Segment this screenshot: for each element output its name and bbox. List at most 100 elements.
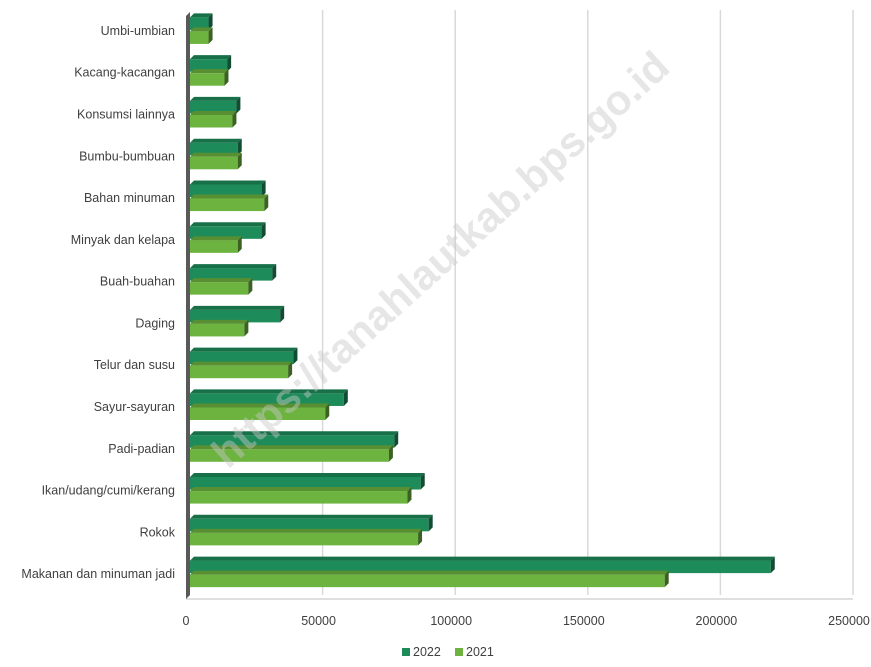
category-label: Buah-buahan bbox=[100, 275, 175, 289]
bar-top-2021-6 bbox=[190, 319, 249, 324]
bar-side-2021-5 bbox=[288, 361, 293, 379]
bar-side-2021-11 bbox=[232, 110, 237, 128]
bar-top-2021-10 bbox=[190, 152, 242, 157]
category-label: Bumbu-bumbuan bbox=[79, 149, 175, 163]
category-labels: Makanan dan minuman jadi Rokok Ikan/udang/… bbox=[21, 24, 175, 581]
bar-side-2022-4 bbox=[343, 389, 348, 406]
bar-2022-6 bbox=[190, 309, 281, 323]
bar-2021-2 bbox=[190, 491, 408, 504]
bar-2021-11 bbox=[190, 114, 233, 128]
bar-side-2021-12 bbox=[224, 69, 229, 86]
bar-2022-5 bbox=[190, 351, 294, 365]
bar-side-2022-0 bbox=[770, 556, 775, 574]
bar-top-2021-13 bbox=[190, 27, 213, 32]
bars bbox=[190, 13, 775, 588]
category-label: Umbi-umbian bbox=[101, 24, 175, 38]
x-tick-label: 0 bbox=[183, 614, 190, 628]
watermark-text: https://tanahlautkab.bps.go.id bbox=[203, 42, 678, 477]
category-label: Telur dan susu bbox=[94, 358, 175, 372]
legend: 2022 2021 bbox=[402, 645, 494, 659]
category-label: Daging bbox=[135, 316, 175, 330]
bar-top-2022-9 bbox=[190, 180, 266, 185]
bar-2022-11 bbox=[190, 100, 237, 114]
x-tick-label: 200000 bbox=[696, 614, 738, 628]
bar-top-2021-2 bbox=[190, 487, 412, 492]
bar-top-2021-9 bbox=[190, 194, 269, 199]
bar-side-2021-10 bbox=[237, 152, 242, 170]
category-label: Ikan/udang/cumi/kerang bbox=[42, 484, 175, 498]
bar-top-2022-10 bbox=[190, 138, 242, 143]
bar-2021-4 bbox=[190, 407, 326, 420]
category-label: Kacang-kacangan bbox=[74, 66, 175, 80]
category-label: Bahan minuman bbox=[84, 191, 175, 205]
bar-2021-1 bbox=[190, 532, 419, 546]
bar-2022-3 bbox=[190, 435, 395, 448]
legend-label-2021: 2021 bbox=[466, 645, 494, 659]
bar-2022-1 bbox=[190, 518, 429, 532]
bar-top-2021-4 bbox=[190, 403, 330, 408]
bar-side-2022-3 bbox=[394, 431, 399, 448]
x-tick-label: 100000 bbox=[430, 614, 472, 628]
legend-label-2022: 2022 bbox=[413, 645, 441, 659]
bar-side-2022-13 bbox=[208, 13, 213, 30]
bar-2022-13 bbox=[190, 17, 209, 30]
category-label: Padi-padian bbox=[108, 442, 175, 456]
bar-top-2022-0 bbox=[190, 556, 775, 561]
bar-2021-13 bbox=[190, 31, 209, 44]
category-label: Minyak dan kelapa bbox=[71, 233, 175, 247]
bar-side-2022-9 bbox=[261, 180, 266, 198]
bar-top-2021-12 bbox=[190, 69, 229, 74]
axis bbox=[186, 12, 853, 600]
bar-side-2022-5 bbox=[293, 347, 298, 365]
bar-side-2021-13 bbox=[208, 27, 213, 44]
category-label: Makanan dan minuman jadi bbox=[21, 567, 175, 581]
bar-2021-6 bbox=[190, 323, 245, 337]
category-label: Rokok bbox=[140, 525, 176, 539]
bar-2022-7 bbox=[190, 268, 273, 281]
bar-side-2021-1 bbox=[418, 528, 423, 546]
bar-2021-12 bbox=[190, 73, 225, 86]
bar-side-2021-9 bbox=[264, 194, 269, 212]
bar-side-2022-6 bbox=[280, 305, 285, 323]
bar-side-2021-6 bbox=[244, 319, 249, 337]
bar-top-2022-13 bbox=[190, 13, 213, 18]
bar-side-2022-2 bbox=[420, 473, 425, 490]
bar-2022-10 bbox=[190, 142, 238, 156]
legend-swatch-2021 bbox=[455, 648, 463, 656]
bar-top-2021-11 bbox=[190, 110, 237, 115]
bar-side-2022-11 bbox=[236, 96, 241, 114]
bar-side-2021-3 bbox=[388, 445, 393, 462]
bar-top-2022-4 bbox=[190, 389, 348, 394]
bar-top-2021-5 bbox=[190, 361, 293, 366]
bar-side-2022-10 bbox=[237, 138, 242, 156]
bar-2021-9 bbox=[190, 198, 265, 212]
bar-top-2022-5 bbox=[190, 347, 298, 352]
bar-2021-7 bbox=[190, 282, 249, 295]
bar-2021-8 bbox=[190, 240, 238, 253]
bar-top-2022-7 bbox=[190, 264, 277, 269]
legend-swatch-2022 bbox=[402, 648, 410, 656]
bar-2021-10 bbox=[190, 156, 238, 170]
bar-top-2021-7 bbox=[190, 278, 253, 283]
bar-side-2022-8 bbox=[261, 222, 266, 239]
bar-top-2022-3 bbox=[190, 431, 399, 436]
category-label: Konsumsi lainnya bbox=[77, 107, 175, 121]
bar-top-2022-11 bbox=[190, 96, 241, 101]
bar-top-2021-1 bbox=[190, 528, 423, 533]
x-tick-label: 250000 bbox=[828, 614, 870, 628]
bar-2022-12 bbox=[190, 59, 228, 72]
bar-top-2021-8 bbox=[190, 236, 242, 241]
bar-2021-0 bbox=[190, 574, 665, 588]
bar-side-2021-0 bbox=[664, 570, 669, 588]
bar-2022-4 bbox=[190, 393, 344, 406]
x-tick-label: 150000 bbox=[563, 614, 605, 628]
bar-top-2021-0 bbox=[190, 570, 669, 575]
bar-2022-8 bbox=[190, 226, 262, 239]
bar-side-2021-7 bbox=[248, 278, 253, 295]
bar-side-2021-2 bbox=[407, 487, 412, 504]
x-tick-label: 50000 bbox=[301, 614, 336, 628]
category-label: Sayur-sayuran bbox=[94, 400, 175, 414]
bar-top-2022-6 bbox=[190, 305, 285, 310]
